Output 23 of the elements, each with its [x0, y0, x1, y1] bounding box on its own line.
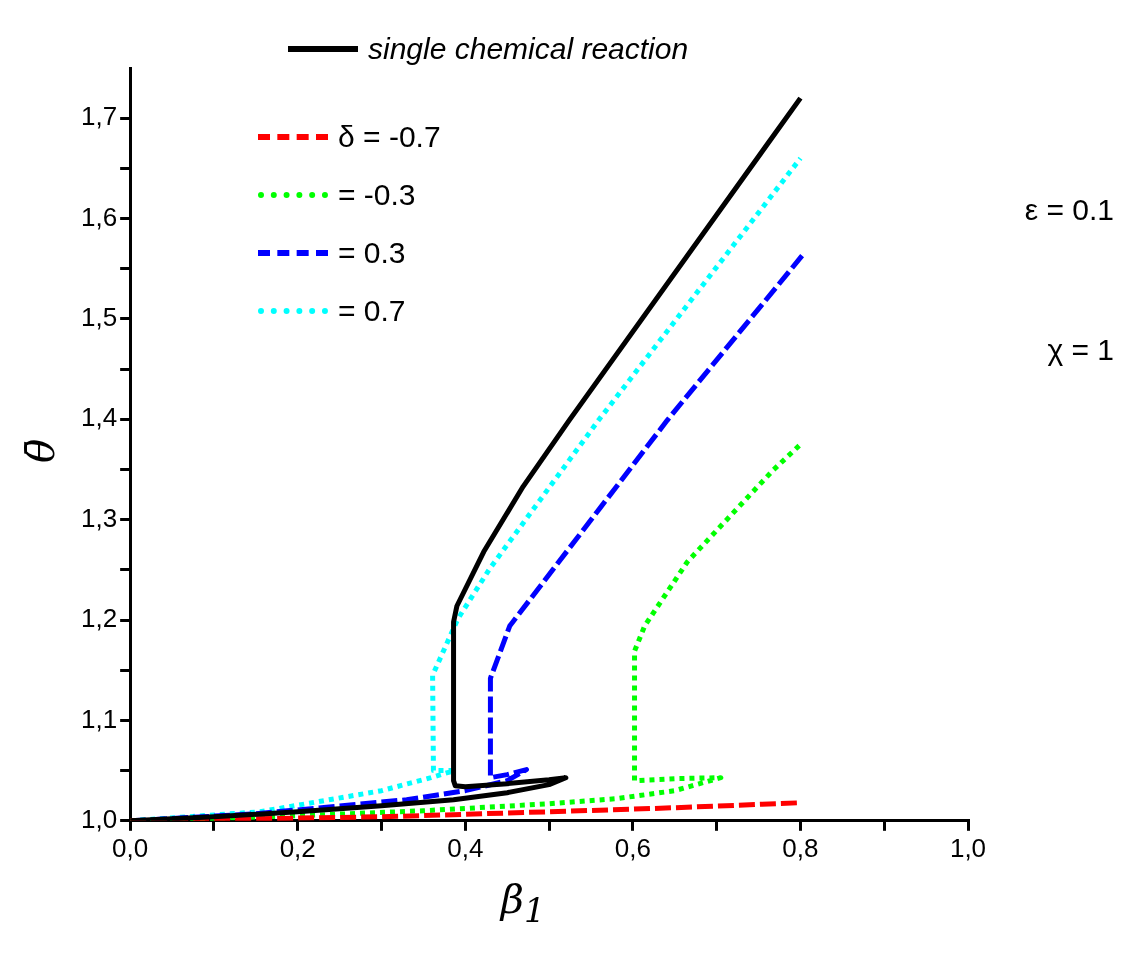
x-tick-label: 0,8 — [782, 832, 819, 863]
x-tick-label: 0,0 — [112, 832, 149, 863]
legend-label: = 0.7 — [338, 294, 406, 328]
text: ε = 0.1 — [1024, 193, 1114, 227]
y-tick-label: 1,3 — [80, 502, 118, 533]
text: χ = 1 — [1047, 333, 1114, 367]
y-tick-label: 1,5 — [80, 302, 118, 333]
x-tick-label: 0,4 — [447, 832, 484, 863]
y-tick-label: 1,1 — [80, 703, 118, 734]
y-tick-label: 1,6 — [80, 201, 118, 232]
x-axis-title: β$_{1}$ — [498, 876, 547, 930]
x-tick-label: 1,0 — [949, 832, 987, 863]
y-axis-title: θ̄ — [17, 438, 64, 464]
x-tick-label: 0,2 — [279, 832, 316, 863]
legend-label: = 0.3 — [338, 236, 406, 270]
y-tick-label: 1,0 — [80, 803, 118, 834]
legend-label: = -0.3 — [338, 178, 416, 212]
y-tick-label: 1,4 — [80, 402, 118, 433]
x-tick-label: 0,6 — [614, 832, 651, 863]
y-tick-label: 1,2 — [80, 603, 118, 634]
y-tick-label: 1,7 — [80, 101, 118, 132]
legend-label: δ = -0.7 — [338, 120, 441, 154]
legend-label: single chemical reaction — [368, 32, 689, 66]
